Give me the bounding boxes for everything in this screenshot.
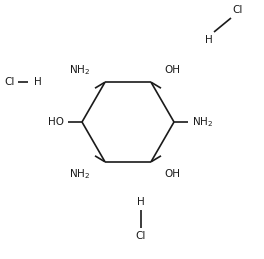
Text: OH: OH <box>164 65 180 75</box>
Text: Cl: Cl <box>136 231 146 241</box>
Text: $\mathsf{NH_2}$: $\mathsf{NH_2}$ <box>192 115 214 129</box>
Text: $\mathsf{NH_2}$: $\mathsf{NH_2}$ <box>69 63 91 77</box>
Text: Cl: Cl <box>4 77 14 87</box>
Text: H: H <box>34 77 42 87</box>
Text: OH: OH <box>164 169 180 179</box>
Text: H: H <box>137 197 145 207</box>
Text: Cl: Cl <box>232 5 242 15</box>
Text: H: H <box>205 35 213 45</box>
Text: $\mathsf{NH_2}$: $\mathsf{NH_2}$ <box>69 167 91 181</box>
Text: HO: HO <box>48 117 64 127</box>
